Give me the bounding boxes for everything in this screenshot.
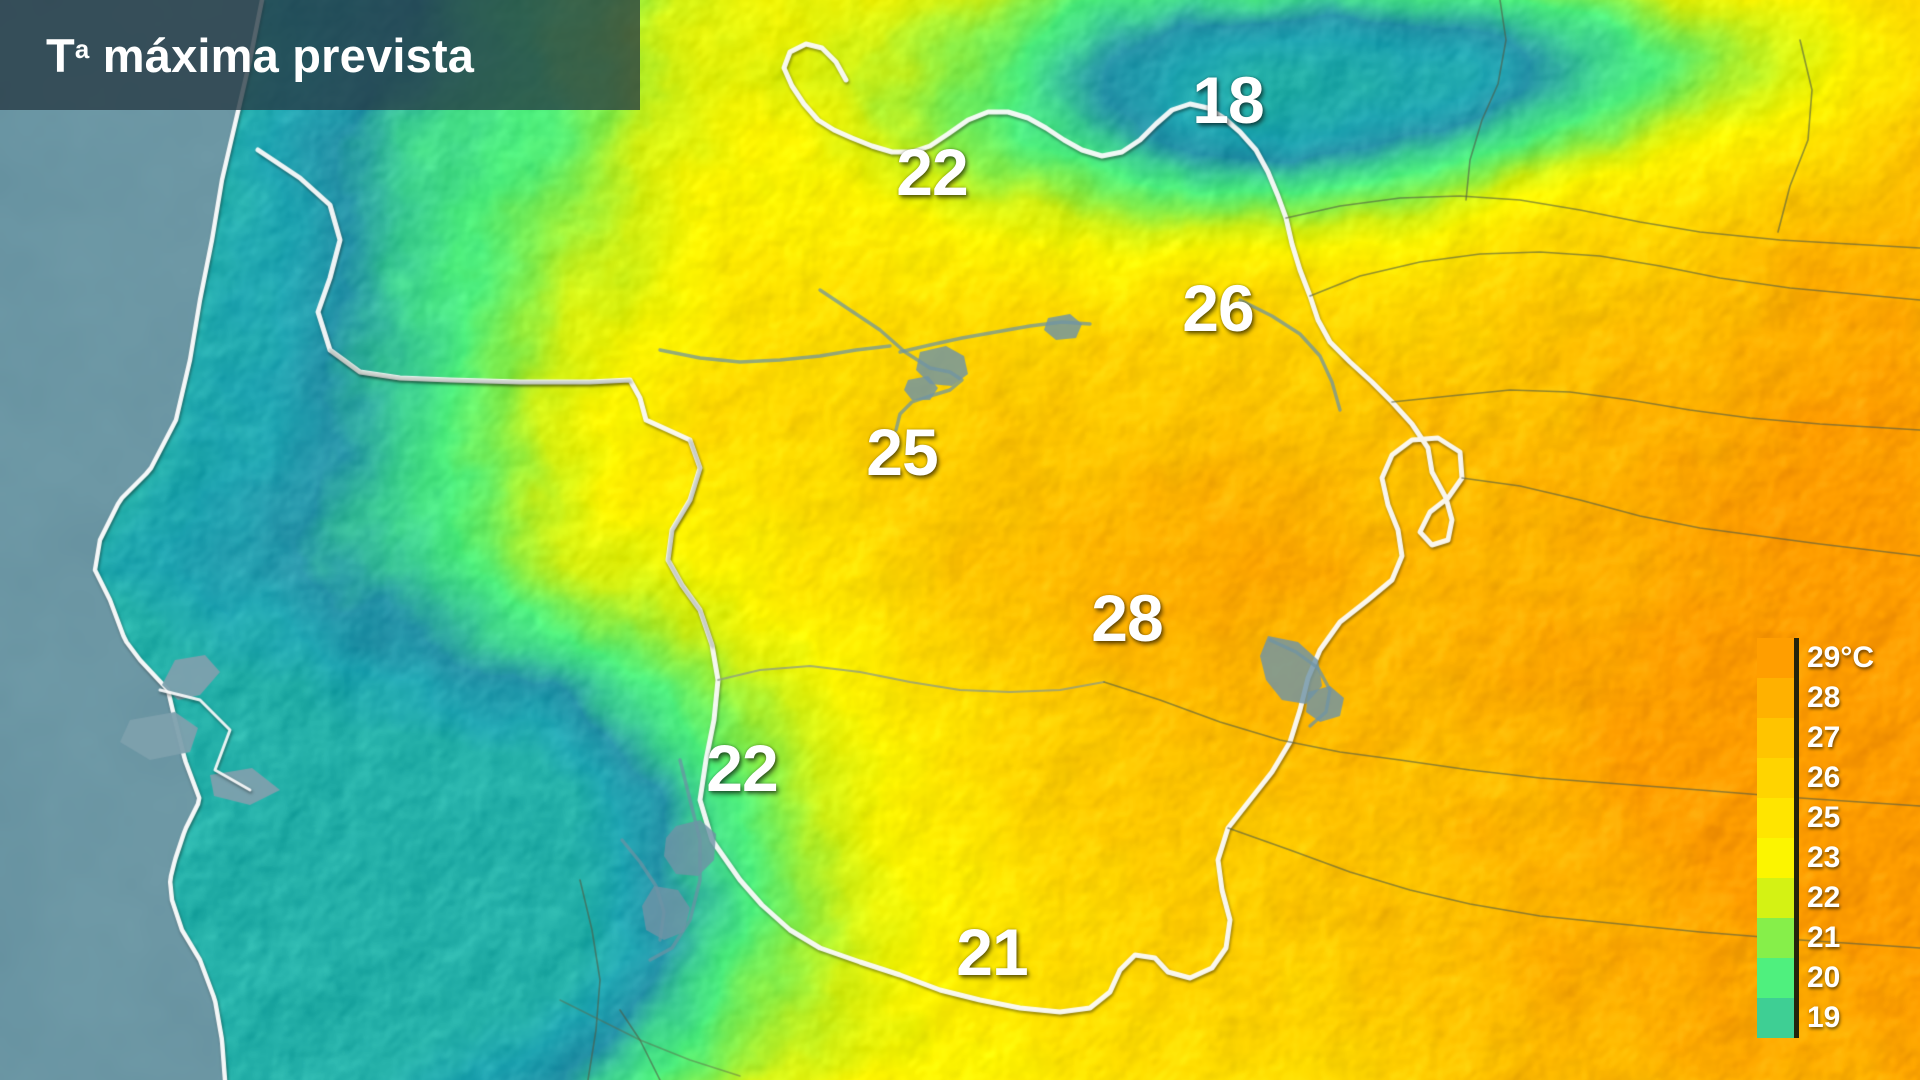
legend-color-bar[interactable]: [1757, 638, 1799, 1038]
legend-swatch[interactable]: [1757, 638, 1794, 678]
legend-tick-label: 25: [1807, 801, 1841, 834]
legend-tick-label: 21: [1807, 921, 1841, 954]
legend-tick-label: 20: [1807, 961, 1841, 994]
temperature-value-label[interactable]: 25: [866, 415, 938, 489]
legend-swatch[interactable]: [1757, 718, 1794, 758]
legend-swatch[interactable]: [1757, 798, 1794, 838]
legend-tick-labels: 29°C 28 27 26 25 23 22 21 20 19: [1807, 638, 1903, 1038]
legend-tick-label: 27: [1807, 721, 1841, 754]
legend-swatch[interactable]: [1757, 678, 1794, 718]
temperature-value-label[interactable]: 26: [1182, 271, 1254, 345]
legend-tick-label: 22: [1807, 881, 1841, 914]
temperature-legend[interactable]: 29°C 28 27 26 25 23 22 21 20 19: [1757, 638, 1903, 1038]
temperature-value-label[interactable]: 21: [956, 915, 1028, 989]
legend-swatch[interactable]: [1757, 998, 1794, 1038]
temperature-value-label[interactable]: 28: [1091, 581, 1163, 655]
legend-swatch[interactable]: [1757, 918, 1794, 958]
legend-tick-label: 26: [1807, 761, 1841, 794]
temperature-value-label[interactable]: 22: [896, 135, 968, 209]
temperature-value-label[interactable]: 18: [1192, 63, 1264, 137]
legend-tick-label: 19: [1807, 1001, 1841, 1034]
legend-swatch[interactable]: [1757, 958, 1794, 998]
map-title-banner: Ta máxima prevista: [0, 0, 640, 110]
legend-tick-label: 29°C: [1807, 641, 1875, 674]
page-title: Ta máxima prevista: [46, 28, 475, 82]
legend-tick-label: 23: [1807, 841, 1841, 874]
legend-tick-label: 28: [1807, 681, 1841, 714]
title-superscript: a: [74, 35, 90, 64]
legend-swatch[interactable]: [1757, 838, 1794, 878]
legend-swatch[interactable]: [1757, 758, 1794, 798]
temperature-value-label[interactable]: 22: [706, 731, 778, 805]
legend-swatch[interactable]: [1757, 878, 1794, 918]
